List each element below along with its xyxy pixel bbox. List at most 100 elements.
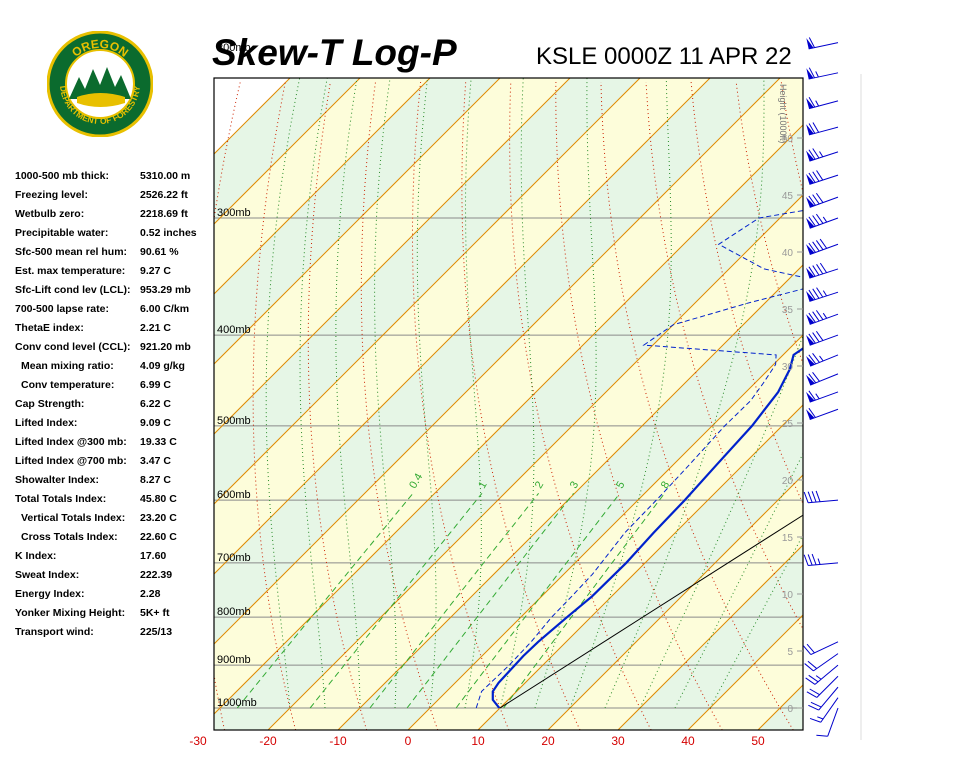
moist-adiabat-line [499, 78, 535, 709]
stat-value: 953.29 mb [140, 284, 191, 296]
stat-label: Showalter Index: [15, 474, 100, 486]
x-tick-label: 40 [681, 734, 695, 748]
wind-barb [806, 371, 839, 386]
mixing-ratio-line [455, 492, 621, 709]
stat-value: 6.22 C [140, 398, 171, 410]
height-tick-label: 20 [782, 476, 794, 487]
wind-barb [806, 287, 839, 302]
stat-row: Vertical Totals Index: 23.20 C [15, 509, 215, 528]
moist-adiabat-line [604, 78, 765, 709]
oregon-dept-forestry-logo: OREGON DEPARTMENT OF FORESTRY [46, 30, 154, 138]
stat-label: Energy Index: [15, 588, 85, 600]
stat-row: Showalter Index: 8.27 C [15, 471, 215, 490]
stat-value: 921.20 mb [140, 341, 191, 353]
sounding-indices-list: 1000-500 mb thick: 5310.00 m Freezing lev… [15, 167, 215, 642]
stat-label: Mean mixing ratio: [21, 360, 114, 372]
stat-value: 2.28 [140, 588, 161, 600]
x-tick-label: -20 [259, 734, 277, 748]
isotherm-line [214, 78, 431, 295]
stat-row: 700-500 lapse rate: 6.00 C/km [15, 300, 215, 319]
isotherm-line [547, 474, 803, 730]
height-axis-label: Height (1000ft) [778, 84, 788, 144]
height-tick-label: 15 [782, 533, 794, 544]
stat-row: Sfc-500 mean rel hum: 90.61 % [15, 243, 215, 262]
dry-adiabat-line [461, 81, 581, 730]
stat-label: Cross Totals Index: [21, 531, 118, 543]
stat-label: Conv cond level (CCL): [15, 341, 131, 353]
height-tick-label: 10 [782, 590, 794, 601]
wind-barb [806, 37, 839, 50]
wind-barb [803, 553, 839, 566]
stat-value: 225/13 [140, 626, 173, 638]
moist-adiabat-line [265, 78, 301, 709]
dry-adiabat-line [826, 82, 960, 730]
stat-label: K Index: [15, 550, 57, 562]
height-tick-label: 35 [782, 305, 794, 316]
dewpoint-profile-line [475, 210, 803, 709]
pressure-label: 400mb [217, 324, 251, 336]
stat-row: Cross Totals Index: 22.60 C [15, 528, 215, 547]
logo-seal: OREGON DEPARTMENT OF FORESTRY [46, 30, 154, 138]
height-tick-label: 40 [782, 248, 794, 259]
stat-label: Cap Strength: [15, 398, 85, 410]
pressure-label: 600mb [217, 489, 251, 501]
stat-value: 23.20 C [140, 512, 177, 524]
stat-value: 6.99 C [140, 379, 171, 391]
stat-value: 22.60 C [140, 531, 177, 543]
isotherm-line [214, 78, 711, 575]
stat-label: Est. max temperature: [15, 265, 126, 277]
isotherm-band [214, 125, 803, 730]
svg-text:OREGON: OREGON [69, 37, 131, 60]
stat-value: 6.00 C/km [140, 303, 190, 315]
stat-label: Transport wind: [15, 626, 94, 638]
stat-value: 0.52 inches [140, 227, 197, 239]
isotherm-line [687, 614, 803, 730]
height-tick-label: 5 [787, 647, 793, 658]
wind-barb [806, 310, 839, 325]
height-tick-label: 0 [787, 704, 793, 715]
stat-label: Freezing level: [15, 189, 88, 201]
wind-barb [806, 192, 839, 208]
stat-label: Total Totals Index: [15, 493, 107, 505]
stat-value: 2526.22 ft [140, 189, 188, 201]
mixing-ratio-label: 1 [476, 479, 489, 490]
wind-barb [806, 170, 839, 185]
stat-label: Lifted Index @300 mb: [15, 436, 127, 448]
stat-value: 90.61 % [140, 246, 179, 258]
moist-adiabat-line [674, 452, 803, 709]
plot-frame [213, 77, 804, 731]
isotherm-line [214, 78, 361, 225]
temperature-profile-line [491, 347, 803, 709]
wind-barb [806, 353, 839, 367]
pressure-label: 200mb [217, 42, 251, 54]
stat-row: Transport wind: 225/13 [15, 623, 215, 642]
stat-row: 1000-500 mb thick: 5310.00 m [15, 167, 215, 186]
parcel-line [499, 514, 803, 709]
wind-barb [804, 653, 839, 672]
pressure-label: 500mb [217, 415, 251, 427]
x-tick-label: -30 [189, 734, 207, 748]
wind-barb [808, 686, 839, 711]
pressure-label: 300mb [217, 207, 251, 219]
dry-adiabat-line [252, 81, 297, 730]
wind-barb [806, 675, 839, 698]
stat-row: Conv temperature: 6.99 C [15, 376, 215, 395]
stat-label: Vertical Totals Index: [21, 512, 126, 524]
stat-row: Sweat Index: 222.39 [15, 566, 215, 585]
dry-adiabat-line [555, 81, 723, 730]
stat-row: Wetbulb zero: 2218.69 ft [15, 205, 215, 224]
height-tick-label: 45 [782, 191, 794, 202]
mixing-ratio-label: 8 [659, 479, 672, 490]
logo-text-top: OREGON [69, 37, 131, 60]
pressure-label: 800mb [217, 606, 251, 618]
stat-row: Conv cond level (CCL): 921.20 mb [15, 338, 215, 357]
isotherm-line [407, 334, 803, 730]
mixing-ratio-label: 5 [614, 479, 627, 490]
dry-adiabat-line [412, 81, 510, 730]
stat-row: Mean mixing ratio: 4.09 g/kg [15, 357, 215, 376]
x-tick-label: 10 [471, 734, 485, 748]
wind-barb [806, 97, 839, 110]
stat-label: Wetbulb zero: [15, 208, 85, 220]
wind-barb [803, 490, 839, 504]
